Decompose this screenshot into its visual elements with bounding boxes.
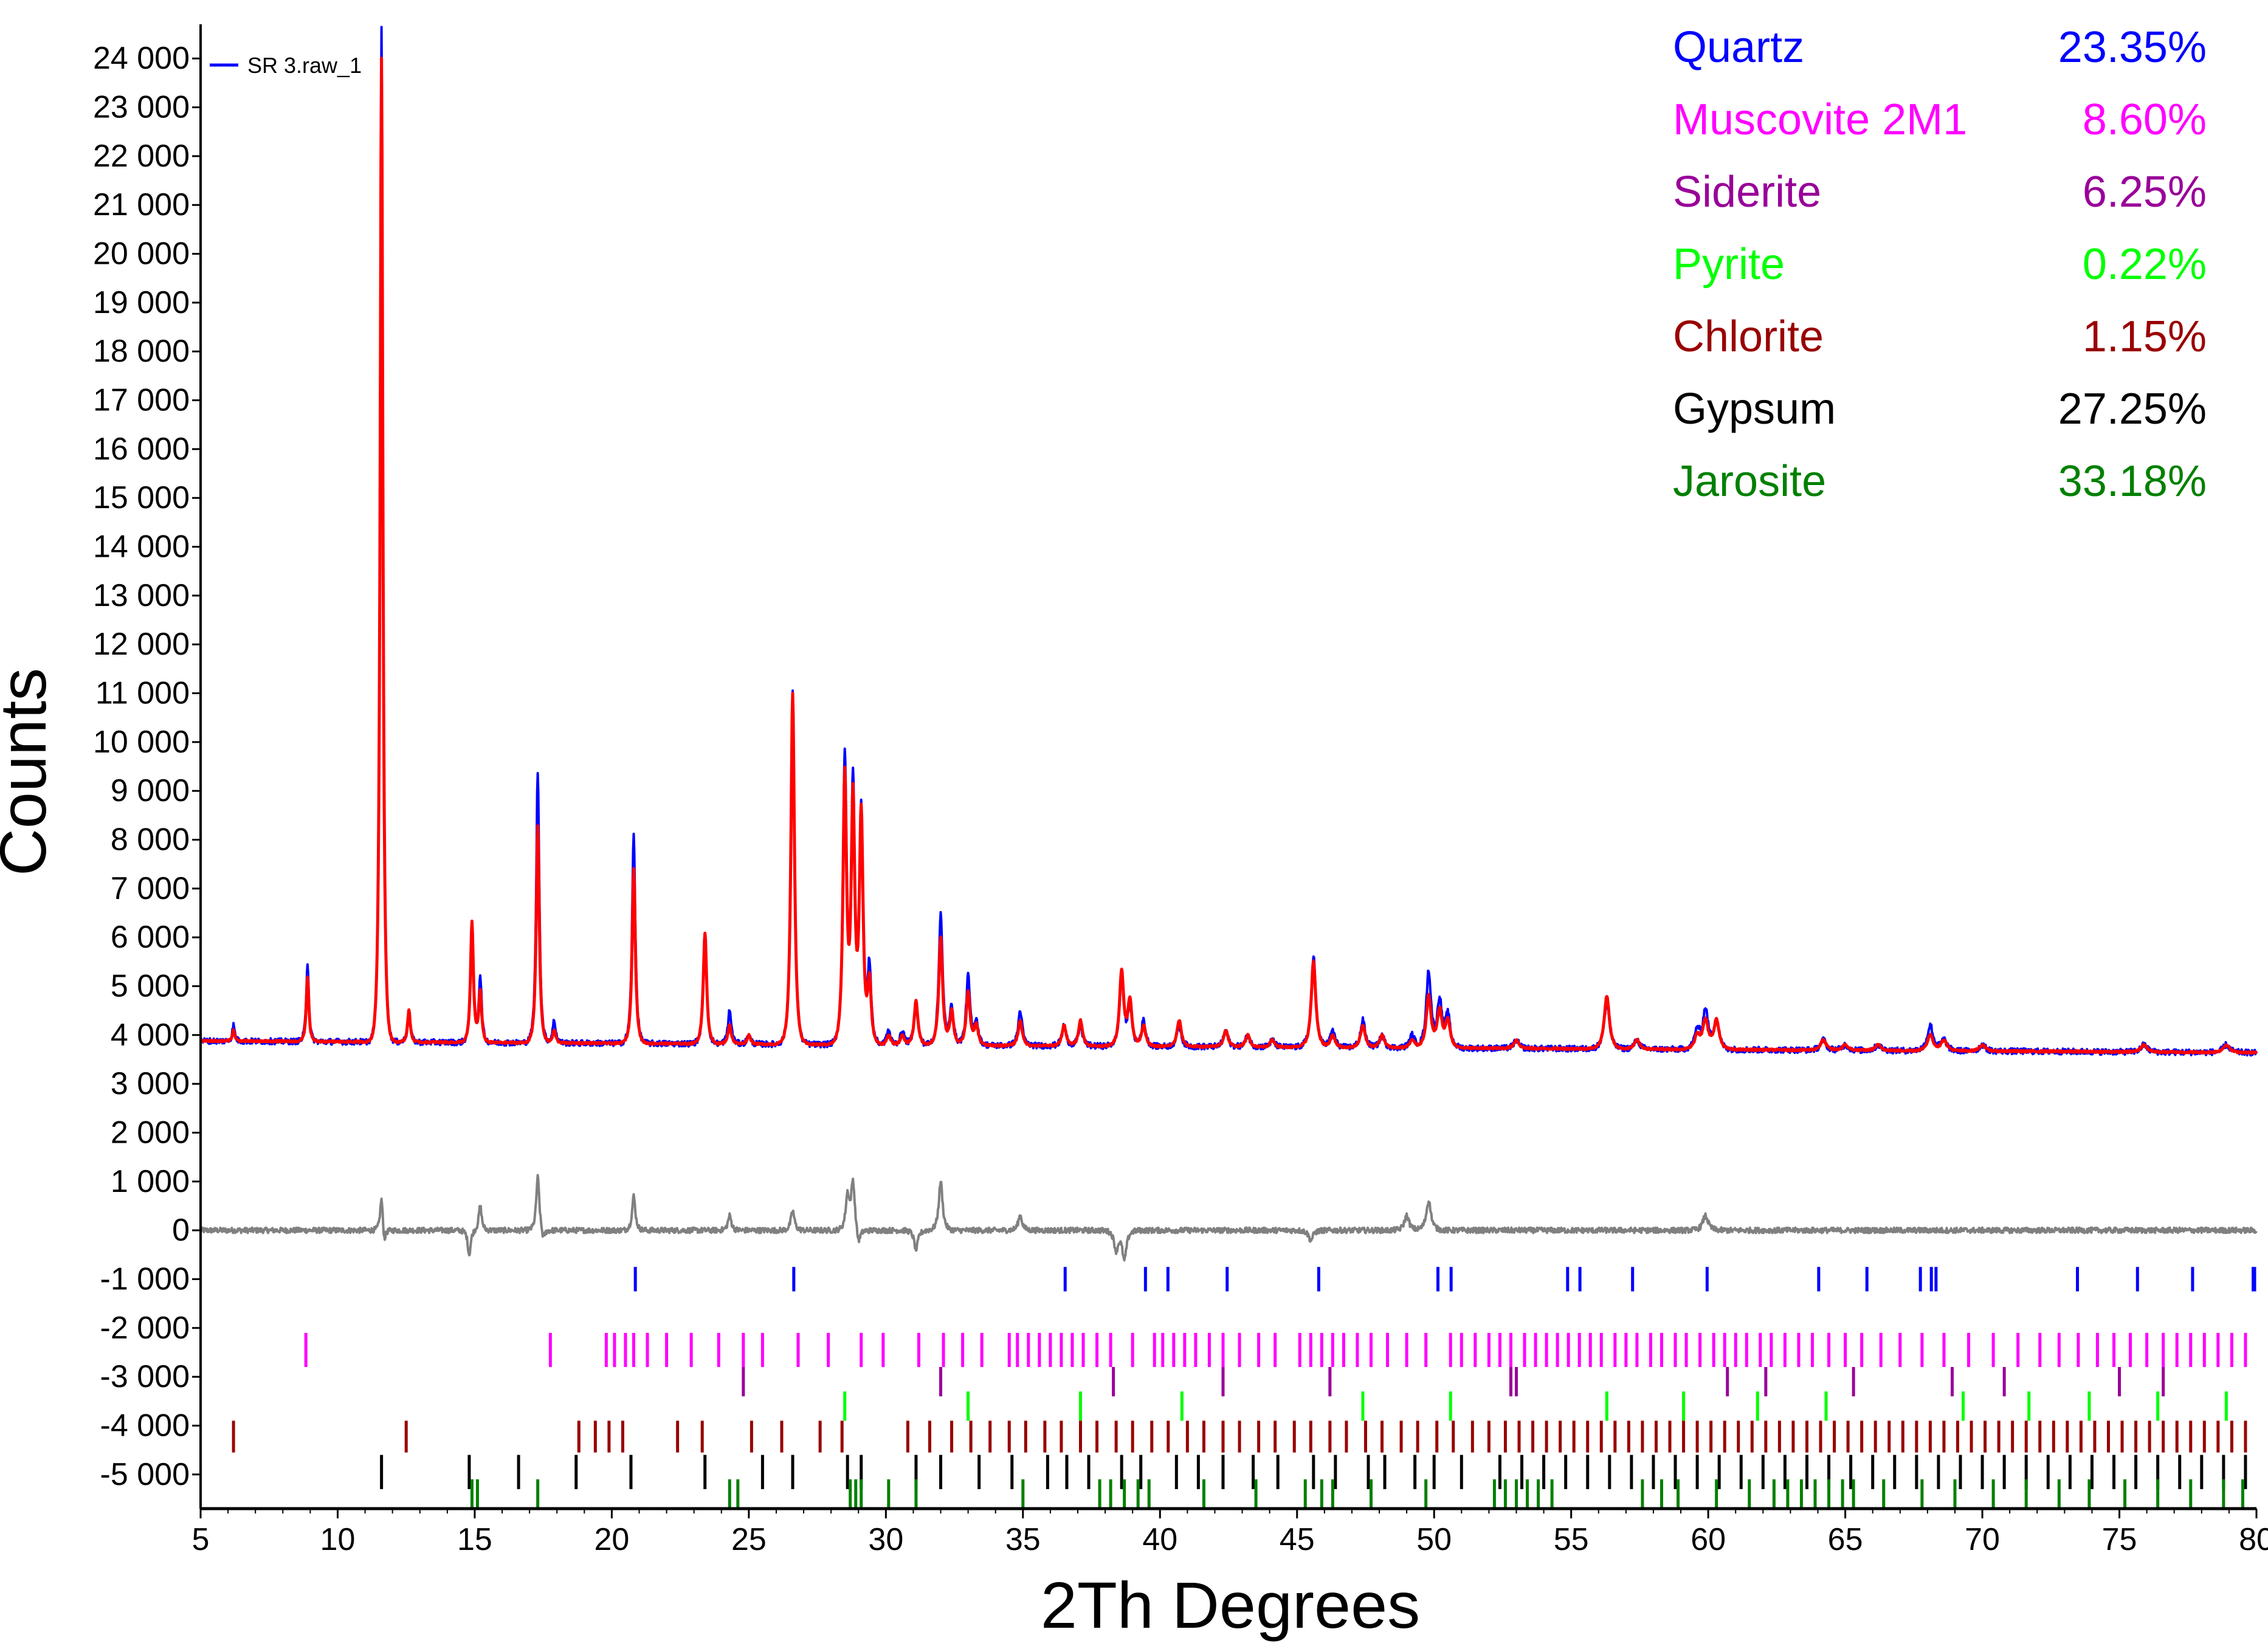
phase-name-pyrite: Pyrite <box>1673 240 1785 289</box>
y-tick-label: 11 000 <box>95 676 190 711</box>
y-tick-label: 16 000 <box>93 432 190 467</box>
series-line-difference <box>199 1174 2258 1262</box>
phase-percent-chlorite: 1.15% <box>2083 312 2207 361</box>
phase-name-siderite: Siderite <box>1673 168 1821 216</box>
phase-name-quartz: Quartz <box>1673 23 1804 72</box>
y-tick-label: 24 000 <box>93 41 190 76</box>
y-tick-label: 2 000 <box>111 1115 190 1150</box>
y-tick-label: -5 000 <box>100 1457 190 1492</box>
x-tick-label: 10 <box>320 1522 356 1557</box>
phase-name-chlorite: Chlorite <box>1673 312 1824 361</box>
y-tick-label: 8 000 <box>111 822 190 857</box>
y-tick-label: 23 000 <box>93 90 190 125</box>
series-layer <box>199 26 2258 1262</box>
y-tick-label: 15 000 <box>93 480 190 515</box>
y-tick-label: 13 000 <box>93 578 190 613</box>
x-tick-label: 55 <box>1554 1522 1589 1557</box>
y-tick-label: 7 000 <box>111 871 190 906</box>
phase-name-muscovite-2m1: Muscovite 2M1 <box>1673 95 1967 144</box>
x-tick-label: 30 <box>868 1522 903 1557</box>
phase-percent-gypsum: 27.25% <box>2058 385 2207 433</box>
y-axis-label: Counts <box>0 668 60 876</box>
y-tick-label: 20 000 <box>93 236 190 272</box>
y-tick-label: 12 000 <box>93 627 190 662</box>
y-tick-label: 9 000 <box>111 773 190 808</box>
x-tick-label: 40 <box>1142 1522 1177 1557</box>
legend: SR 3.raw_1 <box>210 53 362 78</box>
y-tick-label: 10 000 <box>93 725 190 760</box>
phase-percent-siderite: 6.25% <box>2083 168 2207 216</box>
x-tick-label: 60 <box>1691 1522 1726 1557</box>
y-tick-label: 18 000 <box>93 334 190 369</box>
y-tick-label: -4 000 <box>100 1408 190 1443</box>
y-tick-label: 6 000 <box>111 920 190 955</box>
series-line-calculated <box>199 57 2258 1055</box>
phase-percent-pyrite: 0.22% <box>2083 240 2207 289</box>
x-tick-label: 75 <box>2102 1522 2137 1557</box>
phase-percent-muscovite-2m1: 8.60% <box>2083 95 2207 144</box>
y-tick-label: 3 000 <box>111 1066 190 1101</box>
phase-name-jarosite: Jarosite <box>1673 457 1826 506</box>
x-tick-label: 80 <box>2239 1522 2268 1557</box>
y-tick-label: 0 <box>172 1213 190 1248</box>
x-axis-ticks: 5 10 15 20 25 30 35 40 45 50 55 60 65 70 75 80 <box>192 1509 2268 1557</box>
y-tick-label: 1 000 <box>111 1164 190 1199</box>
x-tick-label: 50 <box>1416 1522 1452 1557</box>
x-tick-label: 70 <box>1965 1522 2000 1557</box>
x-tick-label: 15 <box>457 1522 492 1557</box>
y-tick-label: 4 000 <box>111 1018 190 1053</box>
y-tick-label: 14 000 <box>93 529 190 565</box>
y-axis-ticks: 24 000 23 000 22 000 21 000 20 000 19 000 18 0… <box>93 41 201 1492</box>
y-tick-label: -3 000 <box>100 1359 190 1394</box>
x-tick-label: 25 <box>731 1522 767 1557</box>
x-tick-label: 20 <box>594 1522 629 1557</box>
phase-name-gypsum: Gypsum <box>1673 385 1836 433</box>
phase-percent-jarosite: 33.18% <box>2058 457 2207 506</box>
y-tick-label: 21 000 <box>93 187 190 222</box>
phase-table: Quartz 23.35% Muscovite 2M1 8.60% Siderite 6.… <box>1673 23 2207 506</box>
x-tick-label: 45 <box>1280 1522 1315 1557</box>
y-tick-label: 19 000 <box>93 285 190 320</box>
phase-reflection-ticks <box>232 1267 2256 1509</box>
y-tick-label: 17 000 <box>93 383 190 418</box>
x-tick-label: 35 <box>1005 1522 1041 1557</box>
x-tick-label: 5 <box>192 1522 210 1557</box>
x-tick-label: 65 <box>1828 1522 1863 1557</box>
y-tick-label: -2 000 <box>100 1310 190 1346</box>
series-line-observed <box>199 26 2258 1057</box>
y-tick-label: 22 000 <box>93 139 190 174</box>
axes <box>199 24 2256 1510</box>
y-tick-label: -1 000 <box>100 1261 190 1296</box>
legend-entry-sr3: SR 3.raw_1 <box>247 53 362 78</box>
y-tick-label: 5 000 <box>111 968 190 1004</box>
x-axis-label: 2Th Degrees <box>1041 1568 1420 1642</box>
phase-percent-quartz: 23.35% <box>2058 23 2207 72</box>
